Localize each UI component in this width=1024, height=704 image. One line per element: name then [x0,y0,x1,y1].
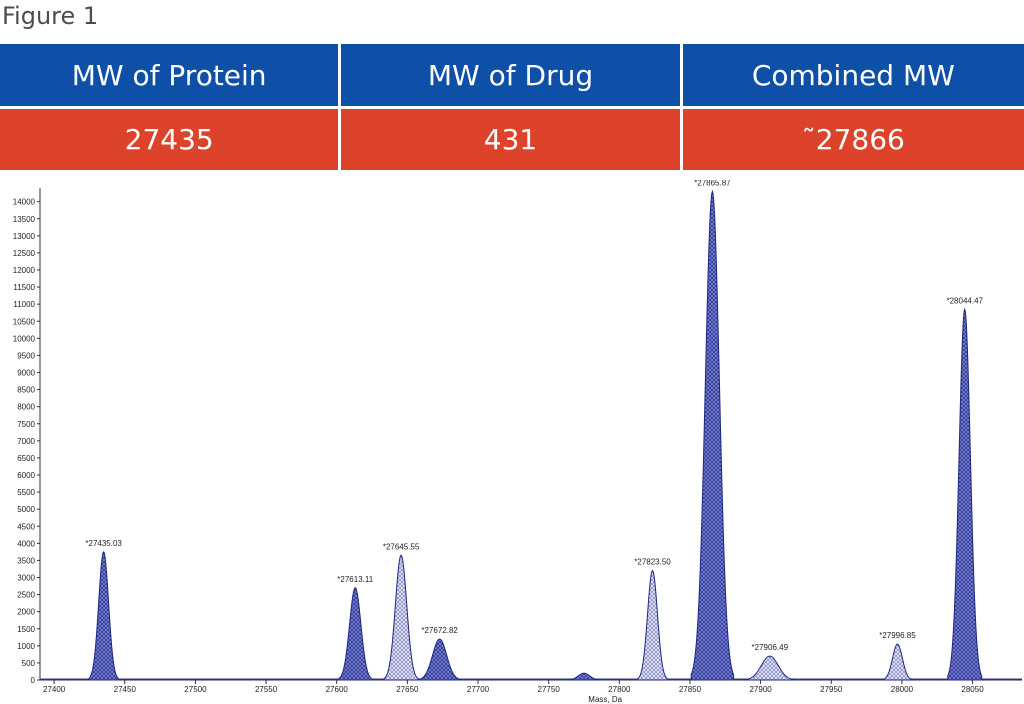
spectrum-peak [337,587,373,681]
spectrum-peak [690,189,735,681]
y-tick-label: 6500 [17,454,35,463]
peak-label: *27865.87 [694,180,731,187]
y-tick-label: 5500 [17,488,35,497]
value-combined-mw: ˜27866 [682,109,1024,170]
spectrum-peak [947,307,983,681]
peak-label: *28044.47 [946,296,983,305]
x-tick-label: 27400 [43,685,66,694]
spectrum-peak [417,638,462,681]
y-tick-label: 9500 [17,351,35,360]
spectrum-peak [88,551,119,681]
y-tick-label: 2500 [17,591,35,600]
x-tick-label: 27500 [184,685,207,694]
y-tick-label: 8000 [17,403,35,412]
y-tick-label: 13000 [13,232,36,241]
header-mw-protein: MW of Protein [0,44,342,109]
y-tick-label: 11500 [13,283,35,292]
x-tick-label: 28050 [961,685,984,694]
y-tick-label: 12500 [13,249,36,258]
peak-label: *27613.11 [337,575,373,584]
value-mw-drug: 431 [341,109,683,170]
y-tick-label: 6000 [17,471,35,480]
y-tick-label: 5000 [17,505,35,514]
x-tick-label: 28000 [891,685,914,694]
x-tick-label: 27800 [608,685,631,694]
spectrum-peak [383,554,419,681]
peak-label: *27672.82 [421,626,458,635]
y-tick-label: 14000 [13,198,36,207]
value-mw-protein: 27435 [0,109,342,170]
x-tick-label: 27450 [114,685,137,694]
x-tick-label: 27700 [467,685,490,694]
y-tick-label: 1500 [17,625,35,634]
x-tick-label: 27600 [326,685,349,694]
chart-peak-labels: *27435.03 *27613.11 *27645.55 *27672.82 *278… [85,180,983,652]
table-value-row: 27435 431 ˜27866 [0,109,1024,170]
x-tick-label: 27900 [749,685,772,694]
x-tick-label: 27650 [396,685,419,694]
y-tick-label: 10500 [13,317,36,326]
header-mw-drug: MW of Drug [341,44,683,109]
peak-label: *27996.85 [879,631,916,640]
table-header-row: MW of Protein MW of Drug Combined MW [0,44,1024,109]
x-tick-label: 27550 [255,685,278,694]
y-tick-label: 1000 [17,642,35,651]
y-tick-label: 11000 [13,300,35,309]
peak-label: *27435.03 [85,539,122,548]
y-tick-label: 8500 [17,386,35,395]
x-tick-label: 27850 [679,685,702,694]
peak-label: *27645.55 [383,542,420,551]
y-tick-label: 7500 [17,420,35,429]
y-tick-label: 7000 [17,437,35,446]
y-tick-label: 0 [31,676,36,685]
chart-axes: 0 500 1000 1500 2000 2500 3000 3500 4000 4500 5000… [13,188,1022,694]
y-tick-label: 12000 [13,266,36,275]
y-tick-label: 10000 [13,334,36,343]
y-tick-label: 13500 [13,215,36,224]
chart-peaks [88,189,983,681]
mw-table: MW of Protein MW of Drug Combined MW 274… [0,44,1024,170]
figure-label: Figure 1 [2,2,99,30]
y-tick-label: 3500 [17,556,35,565]
y-tick-label: 4000 [17,539,35,548]
x-tick-label: 27950 [820,685,843,694]
spectrum-peak [637,569,668,681]
peak-label: *27906.49 [752,643,789,652]
spectrum-peak [743,655,796,681]
peak-label: *27823.50 [634,558,671,567]
spectrum-peak [882,643,913,681]
mass-spectrum-chart: 0 500 1000 1500 2000 2500 3000 3500 4000 4500 5000… [13,180,1022,704]
spectrum-peak [566,672,602,681]
y-tick-label: 4500 [17,522,35,531]
y-tick-label: 2000 [17,608,35,617]
header-combined-mw: Combined MW [682,44,1024,109]
x-axis-label: Mass, Da [588,695,622,704]
y-tick-label: 3000 [17,574,35,583]
y-tick-label: 500 [22,659,36,668]
y-tick-label: 9000 [17,369,35,378]
x-tick-label: 27750 [538,685,561,694]
